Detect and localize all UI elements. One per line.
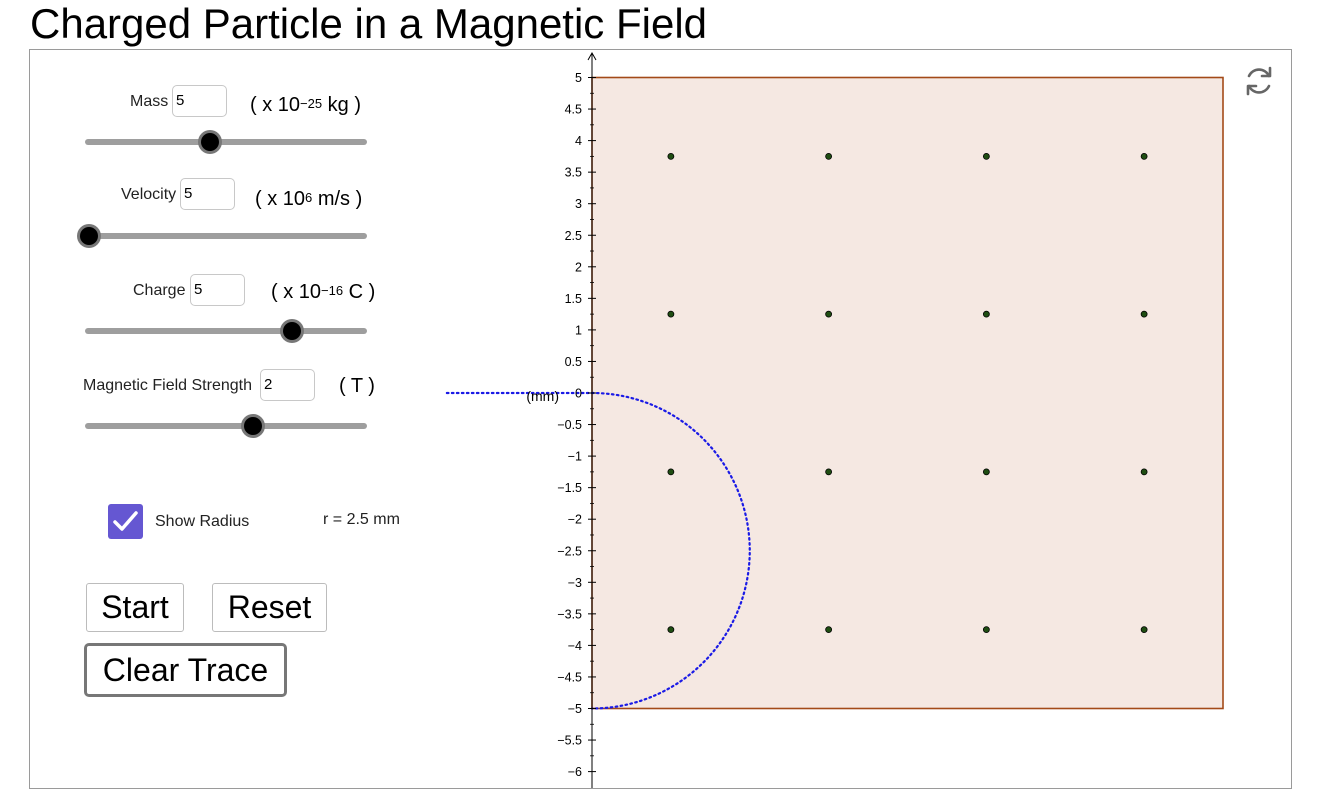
- show-radius-label: Show Radius: [155, 513, 250, 530]
- charge-slider-track[interactable]: [85, 328, 367, 334]
- y-tick-label: −2.5: [557, 544, 582, 558]
- y-tick-label: −6: [568, 765, 582, 779]
- field-dot: [1140, 310, 1148, 318]
- clear-trace-button[interactable]: Clear Trace: [84, 643, 287, 697]
- field-dot: [825, 468, 833, 476]
- y-tick-label: −2: [568, 513, 582, 527]
- field-slider-thumb[interactable]: [244, 417, 263, 435]
- y-tick-label: −1: [568, 450, 582, 464]
- applet-frame: Mass 5 ( x 10−25 kg ) Velocity 5 ( x 106…: [29, 49, 1292, 789]
- field-dot: [667, 626, 675, 634]
- charge-slider-thumb[interactable]: [282, 322, 301, 340]
- y-tick-label: 5: [575, 71, 582, 85]
- y-tick-label: 2: [575, 260, 582, 274]
- mass-unit: ( x 10−25 kg ): [250, 94, 361, 116]
- particle-arc-trace: [590, 391, 751, 710]
- y-axis-arrow: [587, 51, 597, 61]
- field-input[interactable]: 2: [260, 369, 315, 401]
- checkmark-icon: [113, 511, 138, 531]
- y-tick-label: −5.5: [557, 734, 582, 748]
- field-slider-track[interactable]: [85, 423, 367, 429]
- field-dot: [667, 310, 675, 318]
- magnetic-field-region: [591, 76, 1224, 710]
- mass-input[interactable]: 5: [172, 85, 227, 117]
- start-button[interactable]: Start: [86, 583, 184, 632]
- reset-button[interactable]: Reset: [212, 583, 327, 632]
- field-dot: [667, 152, 675, 160]
- field-dot: [982, 310, 990, 318]
- field-dot: [825, 152, 833, 160]
- field-dot: [1140, 626, 1148, 634]
- graph-view[interactable]: 5 4.5 4 3.5 3 2.5 2 1.5 1 0.5 0 −0.5 −1 −1.5 −2 −2.5 −3 −…: [30, 50, 1291, 788]
- y-tick-label: −3.5: [557, 607, 582, 621]
- field-label: Magnetic Field Strength: [83, 377, 252, 394]
- axis-unit-label: (mm): [526, 388, 559, 404]
- field-dot: [982, 152, 990, 160]
- y-tick-label: −3: [568, 576, 582, 590]
- charge-unit: ( x 10−16 C ): [271, 281, 376, 303]
- y-tick-label: −0.5: [557, 418, 582, 432]
- y-tick-label: −4.5: [557, 670, 582, 684]
- y-tick-label: 4.5: [565, 103, 582, 117]
- page-title: Charged Particle in a Magnetic Field: [30, 0, 708, 47]
- y-tick-label: −4: [568, 639, 582, 653]
- y-tick-label: 4: [575, 134, 582, 148]
- field-dot: [825, 310, 833, 318]
- field-unit: ( T ): [339, 375, 375, 397]
- y-tick-label: 3.5: [565, 166, 582, 180]
- mass-slider-thumb[interactable]: [200, 133, 219, 151]
- y-tick-label: 0.5: [565, 355, 582, 369]
- y-tick-label: 1.5: [565, 292, 582, 306]
- y-tick-label: −1.5: [557, 481, 582, 495]
- field-dot: [667, 468, 675, 476]
- y-tick-label: 0: [575, 387, 582, 401]
- velocity-label: Velocity: [121, 186, 177, 203]
- field-dot: [982, 468, 990, 476]
- charge-label: Charge: [133, 282, 186, 299]
- y-tick-label: 3: [575, 197, 582, 211]
- y-tick-label: 2.5: [565, 229, 582, 243]
- mass-label: Mass: [130, 93, 169, 110]
- field-dot: [825, 626, 833, 634]
- field-dot: [1140, 152, 1148, 160]
- charge-input[interactable]: 5: [190, 274, 245, 306]
- radius-readout: r = 2.5 mm: [323, 511, 400, 528]
- field-dot: [982, 626, 990, 634]
- velocity-slider-thumb[interactable]: [80, 227, 98, 245]
- y-tick-label: 1: [575, 323, 582, 337]
- show-radius-checkbox[interactable]: [108, 504, 143, 539]
- y-tick-label: −5: [568, 702, 582, 716]
- velocity-input[interactable]: 5: [180, 178, 235, 210]
- velocity-unit: ( x 106 m/s ): [255, 188, 363, 210]
- field-dot: [1140, 468, 1148, 476]
- mass-slider-track[interactable]: [85, 139, 367, 145]
- velocity-slider-track[interactable]: [85, 233, 367, 239]
- refresh-icon[interactable]: [1242, 64, 1276, 98]
